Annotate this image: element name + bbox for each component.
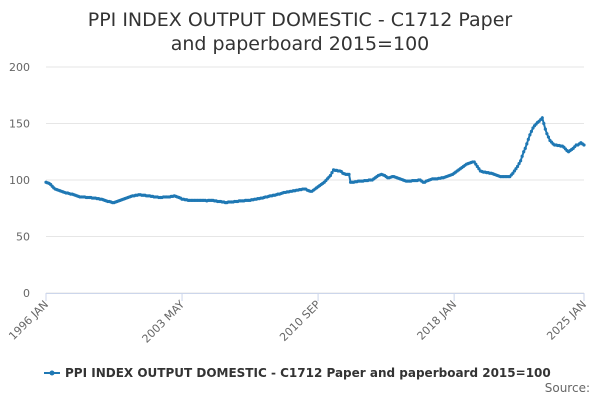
point — [330, 171, 334, 175]
point — [515, 164, 520, 169]
point — [512, 169, 517, 173]
source: Source: — [545, 381, 590, 395]
point — [528, 133, 532, 137]
y-tick-label: 100 — [9, 174, 30, 187]
point — [520, 154, 524, 158]
point — [529, 129, 534, 134]
y-tick-label: 200 — [9, 61, 30, 74]
x-tick-label: 1996 JAN — [6, 298, 51, 343]
legend-marker — [49, 370, 55, 376]
point — [525, 142, 529, 146]
point — [511, 171, 515, 175]
point — [328, 173, 333, 178]
point — [542, 121, 546, 126]
point — [526, 137, 530, 141]
point — [523, 146, 527, 150]
chart-title: PPI INDEX OUTPUT DOMESTIC - C1712 Paper … — [87, 9, 513, 55]
legend-label: PPI INDEX OUTPUT DOMESTIC - C1712 Paper … — [65, 366, 551, 380]
x-tick-label: 2003 MAY — [140, 298, 188, 346]
point — [531, 126, 535, 130]
y-tick-label: 0 — [23, 287, 30, 300]
point — [477, 167, 481, 171]
point — [543, 127, 547, 131]
x-tick-label: 2025 JAN — [544, 298, 589, 343]
point — [522, 150, 526, 154]
x-tick-label: 2018 JAN — [415, 298, 460, 343]
point — [474, 162, 478, 166]
point — [545, 132, 549, 136]
point — [514, 167, 518, 171]
point — [546, 135, 551, 139]
point — [472, 160, 476, 164]
point — [475, 164, 479, 169]
point — [519, 159, 523, 163]
point — [347, 172, 351, 176]
point — [582, 143, 586, 147]
x-tick-label: 2010 SEP — [277, 298, 323, 344]
point — [517, 162, 521, 166]
y-tick-label: 50 — [16, 231, 30, 244]
y-tick-label: 150 — [9, 118, 30, 131]
point — [540, 116, 544, 120]
